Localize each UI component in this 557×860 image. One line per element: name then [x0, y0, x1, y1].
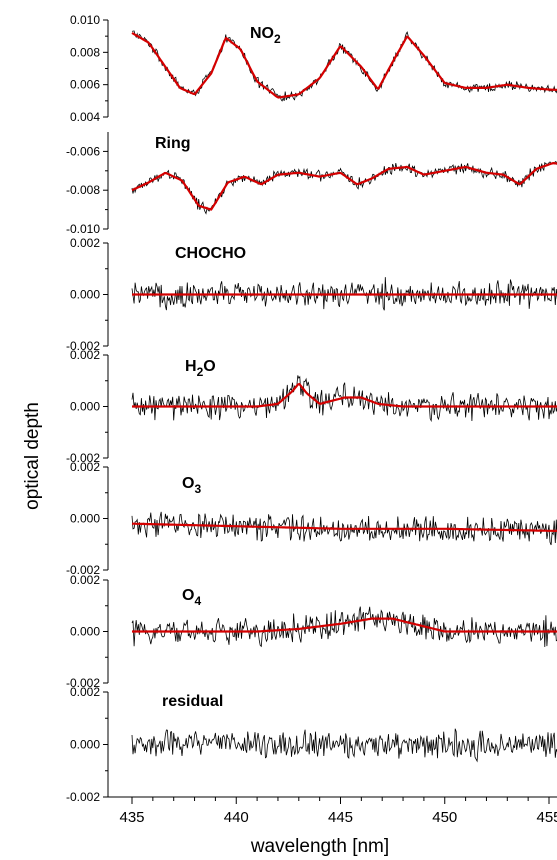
x-tick-label: 435	[119, 809, 144, 826]
fit-line	[131, 162, 557, 211]
measured-spectrum-line	[131, 161, 557, 215]
y-tick-label: -0.006	[66, 144, 100, 158]
y-tick-label: 0.000	[70, 288, 100, 302]
fit-line	[132, 617, 557, 633]
y-tick-label: 0.008	[70, 45, 100, 59]
y-tick-label: 0.002	[70, 573, 100, 587]
y-tick-label: -0.008	[66, 183, 100, 197]
panel-label: Ring	[155, 135, 191, 152]
panel-ring: -0.006 -0.008 -0.010 Ring	[66, 132, 557, 236]
measured-spectrum-line	[131, 728, 557, 763]
fit-line	[132, 382, 557, 408]
y-tick-label: 0.010	[70, 13, 100, 27]
y-tick-label: -0.002	[66, 790, 100, 804]
panel-label: H2O	[185, 358, 216, 379]
y-axis-title: optical depth	[22, 402, 43, 510]
panel-h2o: 0.002 0.000 -0.002 H2O	[66, 348, 557, 465]
panel-label: CHOCHO	[175, 245, 246, 262]
panel-label: NO2	[250, 25, 281, 46]
y-tick-label: 0.000	[70, 738, 100, 752]
y-tick-label: 0.002	[70, 685, 100, 699]
panel-o4: 0.002 0.000 -0.002 O4	[66, 573, 557, 690]
measured-spectrum-line	[131, 30, 557, 102]
y-tick-label: 0.000	[70, 512, 100, 526]
panel-label: O4	[182, 587, 201, 608]
panel-no2: 0.010 0.008 0.006 0.004 NO2	[70, 13, 557, 124]
x-axis: 435 440 445 450 455	[108, 796, 557, 826]
y-tick-label: -0.010	[66, 222, 100, 236]
panels: 0.010 0.008 0.006 0.004 NO2 -0.006 -0.008 -0.01…	[66, 13, 557, 804]
fit-line	[131, 31, 557, 99]
fit-line	[131, 522, 557, 532]
y-tick-label: -0.002	[66, 339, 100, 353]
y-tick-label: -0.002	[66, 676, 100, 690]
x-tick-label: 440	[224, 809, 249, 826]
y-tick-label: 0.006	[70, 78, 100, 92]
panel-label: O3	[182, 475, 201, 496]
y-tick-label: 0.002	[70, 348, 100, 362]
x-tick-label: 455	[536, 809, 557, 826]
panel-residual: 0.002 0.000 -0.002 residual	[66, 685, 557, 804]
x-tick-label: 445	[328, 809, 353, 826]
panel-o3: 0.002 0.000 -0.002 O3	[66, 460, 557, 577]
y-tick-label: 0.002	[70, 236, 100, 250]
y-tick-label: 0.002	[70, 460, 100, 474]
x-tick-label: 450	[432, 809, 457, 826]
measured-spectrum-line	[131, 511, 557, 546]
y-tick-label: 0.000	[70, 625, 100, 639]
y-tick-label: -0.002	[66, 563, 100, 577]
panel-label: residual	[162, 693, 223, 710]
y-tick-label: 0.000	[70, 400, 100, 414]
y-tick-label: -0.002	[66, 451, 100, 465]
y-tick-label: 0.004	[70, 110, 100, 124]
measured-spectrum-line	[131, 606, 557, 648]
x-axis-title: wavelength [nm]	[250, 836, 389, 857]
panel-chocho: 0.002 0.000 -0.002 CHOCHO	[66, 236, 557, 353]
